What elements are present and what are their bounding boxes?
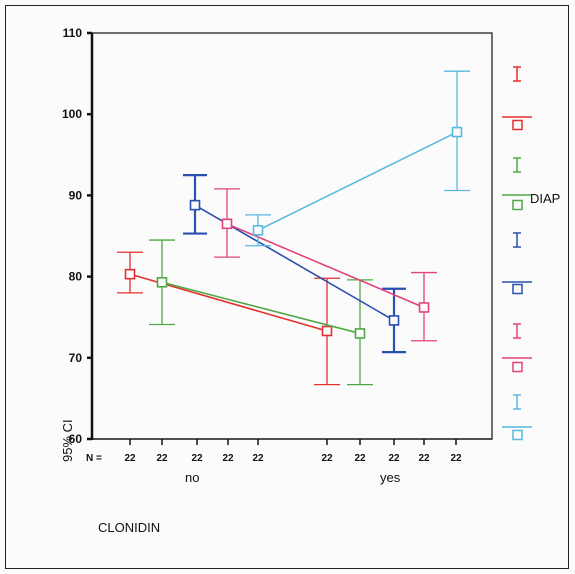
legend-item-1: [502, 157, 532, 211]
n-value-label: 22: [156, 453, 168, 464]
y-tick-label: 90: [69, 188, 83, 202]
series-0: [117, 251, 340, 386]
mean-marker: [418, 302, 430, 313]
y-tick-label: 80: [69, 270, 83, 284]
n-value-label: 22: [124, 453, 136, 464]
n-value-label: 22: [222, 453, 234, 464]
legend-item-3: [502, 323, 532, 373]
n-value-label: 22: [450, 453, 462, 464]
series-line: [161, 281, 361, 335]
series-2: [183, 174, 406, 354]
mean-marker: [354, 328, 366, 339]
mean-marker: [321, 325, 333, 337]
n-value-label: 22: [191, 453, 203, 464]
series-3: [214, 188, 437, 342]
series-layer: [117, 70, 470, 386]
series-1: [149, 239, 373, 386]
y-tick-label: 60: [69, 432, 83, 446]
legend-item-4: [502, 394, 532, 441]
x-category-yes: yes: [380, 470, 401, 485]
legend: [502, 66, 532, 441]
n-value-label: 22: [418, 453, 430, 464]
series-line: [257, 131, 458, 232]
mean-marker: [451, 126, 463, 138]
plot-frame: [91, 32, 493, 440]
x-axis-label: CLONIDIN: [98, 520, 160, 535]
x-category-no: no: [185, 470, 199, 485]
mean-marker: [221, 218, 233, 230]
legend-item-0: [502, 66, 532, 131]
legend-label: DIAP: [530, 191, 560, 206]
n-value-label: 22: [252, 453, 264, 464]
legend-item-2: [502, 232, 532, 295]
n-label: N =: [86, 453, 102, 464]
mean-marker: [252, 225, 264, 236]
y-axis-label: 95% CI: [60, 419, 75, 462]
series-line: [226, 223, 425, 309]
n-value-label: 22: [321, 453, 333, 464]
mean-marker: [124, 268, 136, 280]
y-tick-label: 110: [63, 26, 83, 40]
n-value-label: 22: [354, 453, 366, 464]
n-values: 22 22 22 22 22 22 22 22 22 22: [124, 439, 462, 464]
mean-marker: [388, 315, 400, 326]
n-value-label: 22: [388, 453, 400, 464]
series-4: [245, 70, 470, 247]
mean-marker: [156, 276, 168, 288]
y-tick-label: 100: [62, 107, 82, 121]
y-ticks: 60 70 80 90 100 110: [62, 26, 92, 446]
figure-border: [5, 5, 569, 569]
y-tick-label: 70: [69, 351, 83, 365]
mean-marker: [189, 199, 201, 211]
